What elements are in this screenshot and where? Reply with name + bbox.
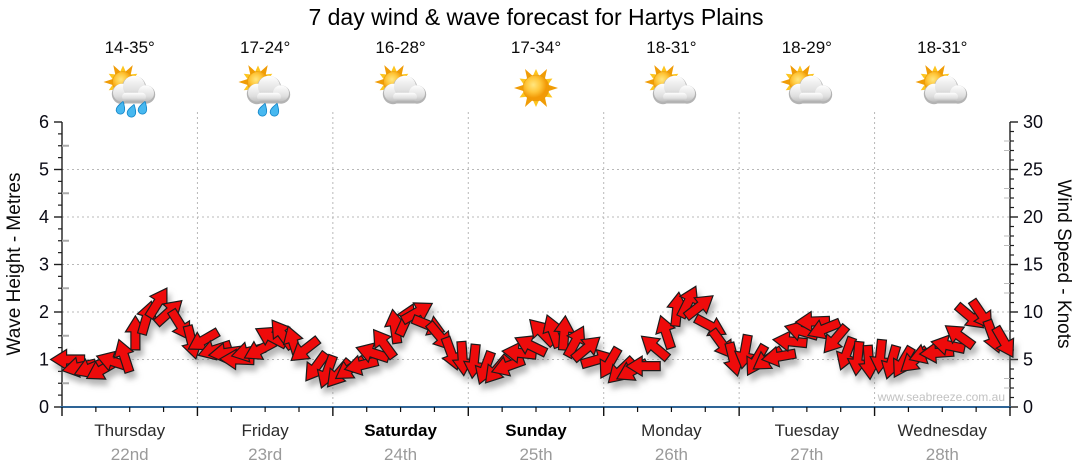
day-date-label: 22nd — [111, 445, 149, 464]
sun-cloud-icon — [767, 60, 847, 118]
right-axis: 0 5 10 15 20 25 30 — [1004, 112, 1043, 417]
wind-arrow — [682, 295, 714, 322]
bottom-axis — [60, 406, 1011, 416]
day-temp-label: 17-24° — [240, 38, 291, 57]
wind-arrow — [640, 335, 672, 363]
wind-arrow — [399, 302, 434, 326]
wind-arrow — [823, 322, 851, 354]
wind-arrow — [144, 287, 168, 321]
right-tick-label: 15 — [1023, 255, 1043, 275]
day-temp-label: 17-34° — [510, 38, 562, 57]
day-temp-label: 18-31° — [646, 38, 697, 57]
day-column: 18-31° — [887, 38, 997, 118]
wind-arrow — [625, 355, 661, 378]
day-date-label: 26th — [655, 445, 688, 464]
day-temp-label: 14-35° — [104, 38, 155, 57]
wind-arrow — [514, 335, 549, 358]
left-tick-label: 2 — [39, 302, 49, 322]
right-tick-label: 10 — [1023, 302, 1043, 322]
day-column: 16-28° — [346, 38, 456, 118]
day-column: 17-24° — [210, 38, 320, 118]
wind-arrow — [771, 330, 808, 353]
day-name-label: Tuesday — [775, 421, 840, 440]
day-name-label: Sunday — [505, 421, 567, 440]
wind-arrow — [290, 335, 322, 362]
left-tick-label: 6 — [39, 112, 49, 132]
day-name-label: Saturday — [364, 421, 437, 440]
right-tick-label: 20 — [1023, 207, 1043, 227]
sun-cloud-icon — [902, 60, 982, 118]
page-title: 7 day wind & wave forecast for Hartys Pl… — [308, 4, 764, 30]
day-name-label: Wednesday — [898, 421, 988, 440]
wind-arrow — [49, 348, 86, 371]
day-date-label: 25th — [519, 445, 552, 464]
day-name-label: Friday — [242, 421, 290, 440]
wind-arrow — [187, 327, 221, 351]
day-name-label: Thursday — [94, 421, 165, 440]
left-tick-label: 1 — [39, 350, 49, 370]
day-column: 14-35° — [75, 38, 185, 118]
wind-arrow-series — [49, 285, 1015, 389]
left-tick-label: 0 — [39, 397, 49, 417]
right-tick-label: 30 — [1023, 112, 1043, 132]
sun-icon — [496, 60, 576, 118]
left-tick-label: 5 — [39, 160, 49, 180]
wind-arrow — [570, 336, 601, 364]
wind-arrow — [113, 338, 135, 375]
sun-cloud-rain3-icon — [90, 60, 170, 118]
wind-arrow — [794, 310, 831, 333]
day-temp-label: 18-31° — [917, 38, 968, 57]
watermark: www.seabreeze.com.au — [877, 390, 1005, 404]
day-column: 18-29° — [752, 38, 862, 118]
day-date-label: 27th — [790, 445, 823, 464]
day-date-label: 24th — [384, 445, 417, 464]
day-date-label: 23rd — [248, 445, 282, 464]
left-tick-label: 3 — [39, 255, 49, 275]
wind-arrow — [835, 335, 858, 371]
wind-arrow — [806, 317, 843, 340]
sun-cloud-icon — [631, 60, 711, 118]
wind-arrow — [666, 291, 689, 328]
right-tick-label: 0 — [1023, 397, 1033, 417]
day-column: 18-31° — [616, 38, 726, 118]
day-temp-label: 16-28° — [375, 38, 426, 57]
day-date-label: 28th — [926, 445, 959, 464]
wind-arrow — [760, 345, 797, 368]
x-axis-labels: Thursday 22nd Friday 23rd Saturday 24th Sunday… — [94, 421, 987, 464]
left-tick-label: 4 — [39, 207, 49, 227]
sun-cloud-icon — [361, 60, 441, 118]
day-name-label: Monday — [641, 421, 702, 440]
right-tick-label: 5 — [1023, 350, 1033, 370]
sun-cloud-rain2-icon — [225, 60, 305, 118]
day-column: 17-34° — [481, 38, 591, 118]
right-tick-label: 25 — [1023, 160, 1043, 180]
day-temp-label: 18-29° — [781, 38, 832, 57]
wind-arrow — [944, 325, 977, 351]
wind-arrow — [372, 328, 399, 361]
wind-arrow — [991, 324, 1015, 359]
